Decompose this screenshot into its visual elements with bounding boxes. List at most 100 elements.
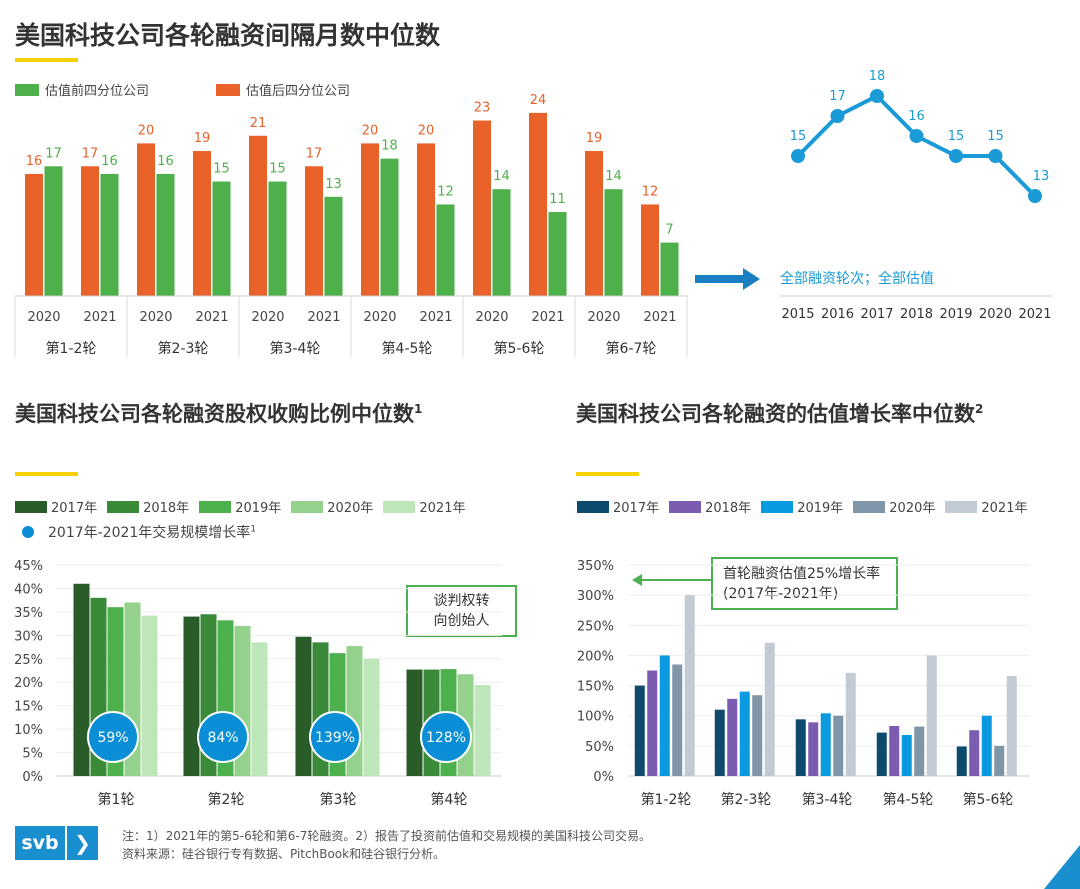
legend-label: 2020年 (327, 501, 374, 516)
bar (956, 746, 967, 776)
data-label: 16 (26, 154, 43, 169)
y-tick-label: 20% (14, 676, 43, 691)
title-underline (576, 472, 639, 476)
bar-bottom-quartile (193, 151, 211, 296)
bubble-icon (22, 526, 34, 538)
title-text: 美国科技公司各轮融资的估值增长率中位数 (576, 402, 975, 426)
legend-label: 2017年 (613, 501, 660, 516)
legend-swatch (761, 500, 794, 513)
data-label: 15 (790, 129, 807, 144)
bar-bottom-quartile (641, 204, 659, 296)
legend-label: 估值前四分位公司 (45, 84, 150, 99)
bar (647, 670, 658, 776)
bar-top-quartile (156, 173, 175, 296)
bar (820, 713, 831, 776)
legend-bottom-left: 2017年 2018年 2019年 2020年 2021年 (15, 497, 471, 516)
corner-decoration (1044, 845, 1080, 889)
bar-top-quartile (604, 189, 623, 296)
legend-label: 2018年 (705, 501, 752, 516)
data-label: 17 (306, 146, 323, 161)
y-tick-label: 35% (14, 606, 43, 621)
data-label: 18 (381, 139, 398, 154)
bar (251, 642, 268, 776)
legend-bottom-right: 2017年 2018年 2019年 2020年 2021年 (577, 497, 1033, 516)
source-note: 资料来源：硅谷银行专有数据、PitchBook和硅谷银行分析。 (122, 847, 446, 861)
bar-bottom-quartile (305, 166, 323, 296)
data-label: 19 (586, 131, 603, 146)
bar (183, 616, 200, 776)
bar (994, 745, 1005, 776)
growth-label: 59% (97, 730, 128, 746)
arrow-shaft (695, 275, 745, 283)
bar (739, 691, 750, 776)
y-tick-label: 200% (577, 649, 614, 664)
x-tick-year: 2021 (419, 310, 452, 325)
bar-top-quartile (492, 189, 511, 296)
bar-top-quartile (660, 242, 679, 296)
bar-bottom-quartile (137, 143, 155, 296)
bar-bottom-quartile (417, 143, 435, 296)
bar (73, 583, 90, 776)
bar (808, 722, 819, 776)
group-label: 第4-5轮 (382, 340, 433, 357)
x-category-label: 第3-4轮 (802, 791, 853, 808)
x-category-label: 第5-6轮 (963, 791, 1014, 808)
legend-growth: 2017年-2021年交易规模增长率1 (22, 522, 256, 542)
bottom-left-title: 美国科技公司各轮融资股权收购比例中位数1 (15, 398, 422, 428)
y-tick-label: 15% (14, 700, 43, 715)
growth-bubble (420, 711, 472, 763)
data-point (909, 129, 924, 143)
y-tick-label: 45% (14, 559, 43, 574)
data-label: 17 (82, 146, 99, 161)
x-tick-year: 2020 (27, 310, 60, 325)
chevron-right-icon: ❯ (67, 826, 98, 860)
annotation-line: 向创始人 (433, 613, 490, 629)
y-tick-label: 150% (577, 680, 614, 695)
bar-bottom-quartile (585, 151, 603, 296)
x-tick-year: 2021 (1018, 307, 1051, 322)
bar (727, 698, 738, 776)
y-tick-label: 250% (577, 619, 614, 634)
x-tick-year: 2016 (821, 307, 854, 322)
data-label: 16 (101, 154, 118, 169)
group-label: 第3-4轮 (270, 340, 321, 357)
svb-logo: svb ❯ (15, 826, 98, 860)
legend-label: 2017年-2021年交易规模增长率1 (48, 524, 257, 541)
annotation-line: 首轮融资估值25%增长率 (723, 566, 881, 582)
legend-swatch (291, 500, 324, 513)
bar-top-quartile (436, 204, 455, 296)
x-tick-year: 2019 (939, 307, 972, 322)
annotation-line: 谈判权转 (433, 593, 490, 609)
legend-swatch (107, 500, 140, 513)
legend-label: 2020年 (889, 501, 936, 516)
title-underline (15, 58, 78, 62)
bar-top-quartile (212, 181, 231, 296)
growth-label: 128% (426, 730, 466, 746)
data-label: 14 (493, 169, 510, 184)
bar-bottom-quartile (473, 120, 491, 296)
legend-swatch (669, 500, 702, 513)
bar (901, 735, 912, 776)
logo-text: svb (15, 826, 65, 860)
y-tick-label: 0% (22, 770, 43, 785)
bar-bottom-quartile (361, 143, 379, 296)
x-category-label: 第4轮 (431, 791, 468, 808)
y-tick-label: 25% (14, 653, 43, 668)
data-point (870, 89, 884, 103)
bar-top-quartile (548, 212, 567, 296)
legend-label: 2017年 (51, 501, 98, 516)
bar (406, 669, 423, 776)
data-label: 20 (362, 123, 379, 138)
x-tick-year: 2020 (979, 307, 1012, 322)
bar (714, 709, 725, 776)
growth-bubble (309, 711, 361, 763)
legend-swatch (15, 83, 39, 96)
bar (295, 636, 312, 776)
x-tick-year: 2020 (363, 310, 396, 325)
arrow-right-icon (743, 268, 760, 290)
data-label: 20 (138, 123, 155, 138)
title-underline (15, 472, 78, 476)
bar (914, 726, 925, 776)
data-label: 15 (213, 162, 230, 177)
